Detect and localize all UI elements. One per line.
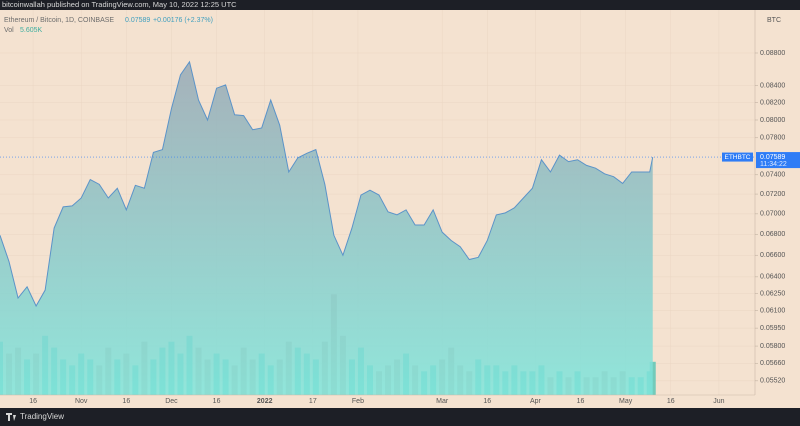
- last-price-label: 0.07589: [760, 154, 785, 161]
- x-tick-label: Nov: [75, 398, 88, 405]
- y-tick-label: 0.08000: [760, 117, 785, 124]
- y-tick-label: 0.05800: [760, 343, 785, 350]
- y-tick-label: 0.07000: [760, 211, 785, 218]
- volume-value: 5.605K: [20, 27, 43, 34]
- y-tick-label: 0.05520: [760, 378, 785, 385]
- axes: 0.08800 0.08400 0.08200 0.08000 0.07800 0.074…: [29, 50, 800, 405]
- y-tick-label: 0.06100: [760, 307, 785, 314]
- x-tick-label: 16: [213, 398, 221, 405]
- y-tick-label: 0.08800: [760, 50, 785, 57]
- plot: [0, 60, 755, 396]
- y-tick-label: 0.05660: [760, 360, 785, 367]
- x-tick-label: Feb: [352, 398, 364, 405]
- last-price-box: [756, 152, 800, 169]
- legend-symbol: Ethereum / Bitcoin, 1D, COINBASE: [4, 17, 114, 24]
- footer-logo: [6, 413, 16, 421]
- publisher-text: bitcoinwallah published on TradingView.c…: [2, 0, 237, 9]
- price-area: [0, 61, 653, 396]
- symbol-tag: [722, 152, 753, 162]
- price-unit: BTC: [767, 17, 781, 24]
- y-tick-label: 0.08400: [760, 83, 785, 90]
- footer-bar: [0, 408, 800, 426]
- legend-change: +0.00176 (+2.37%): [153, 17, 213, 24]
- x-tick-label: Mar: [436, 398, 449, 405]
- x-tick-label: 17: [309, 398, 317, 405]
- x-tick-label: 16: [577, 398, 585, 405]
- y-tick-label: 0.08200: [760, 99, 785, 106]
- footer-text: TradingView: [20, 412, 64, 421]
- y-tick-label: 0.05950: [760, 325, 785, 332]
- symbol-tag-label: ETHBTC: [725, 154, 751, 161]
- y-tick-label: 0.06800: [760, 231, 785, 238]
- price-line: [0, 60, 654, 308]
- x-tick-label: Dec: [165, 398, 178, 405]
- y-tick-label: 0.07200: [760, 191, 785, 198]
- y-tick-label: 0.07400: [760, 172, 785, 179]
- x-tick-label: Jun: [713, 398, 724, 405]
- x-tick-label: 16: [667, 398, 675, 405]
- publisher-bar: [0, 0, 800, 10]
- x-tick-label: 16: [122, 398, 130, 405]
- y-tick-label: 0.07800: [760, 135, 785, 142]
- y-tick-label: 0.06400: [760, 274, 785, 281]
- x-tick-label: May: [619, 398, 633, 405]
- y-tick-label: 0.06600: [760, 252, 785, 259]
- countdown-label: 11:34:22: [760, 161, 787, 168]
- x-tick-label: 16: [483, 398, 491, 405]
- volume-label: Vol: [4, 27, 14, 34]
- x-tick-label: Apr: [530, 398, 542, 405]
- legend-close: 0.07589: [125, 17, 150, 24]
- x-tick-label: 16: [29, 398, 37, 405]
- y-tick-label: 0.06250: [760, 290, 785, 297]
- x-tick-label: 2022: [257, 398, 273, 405]
